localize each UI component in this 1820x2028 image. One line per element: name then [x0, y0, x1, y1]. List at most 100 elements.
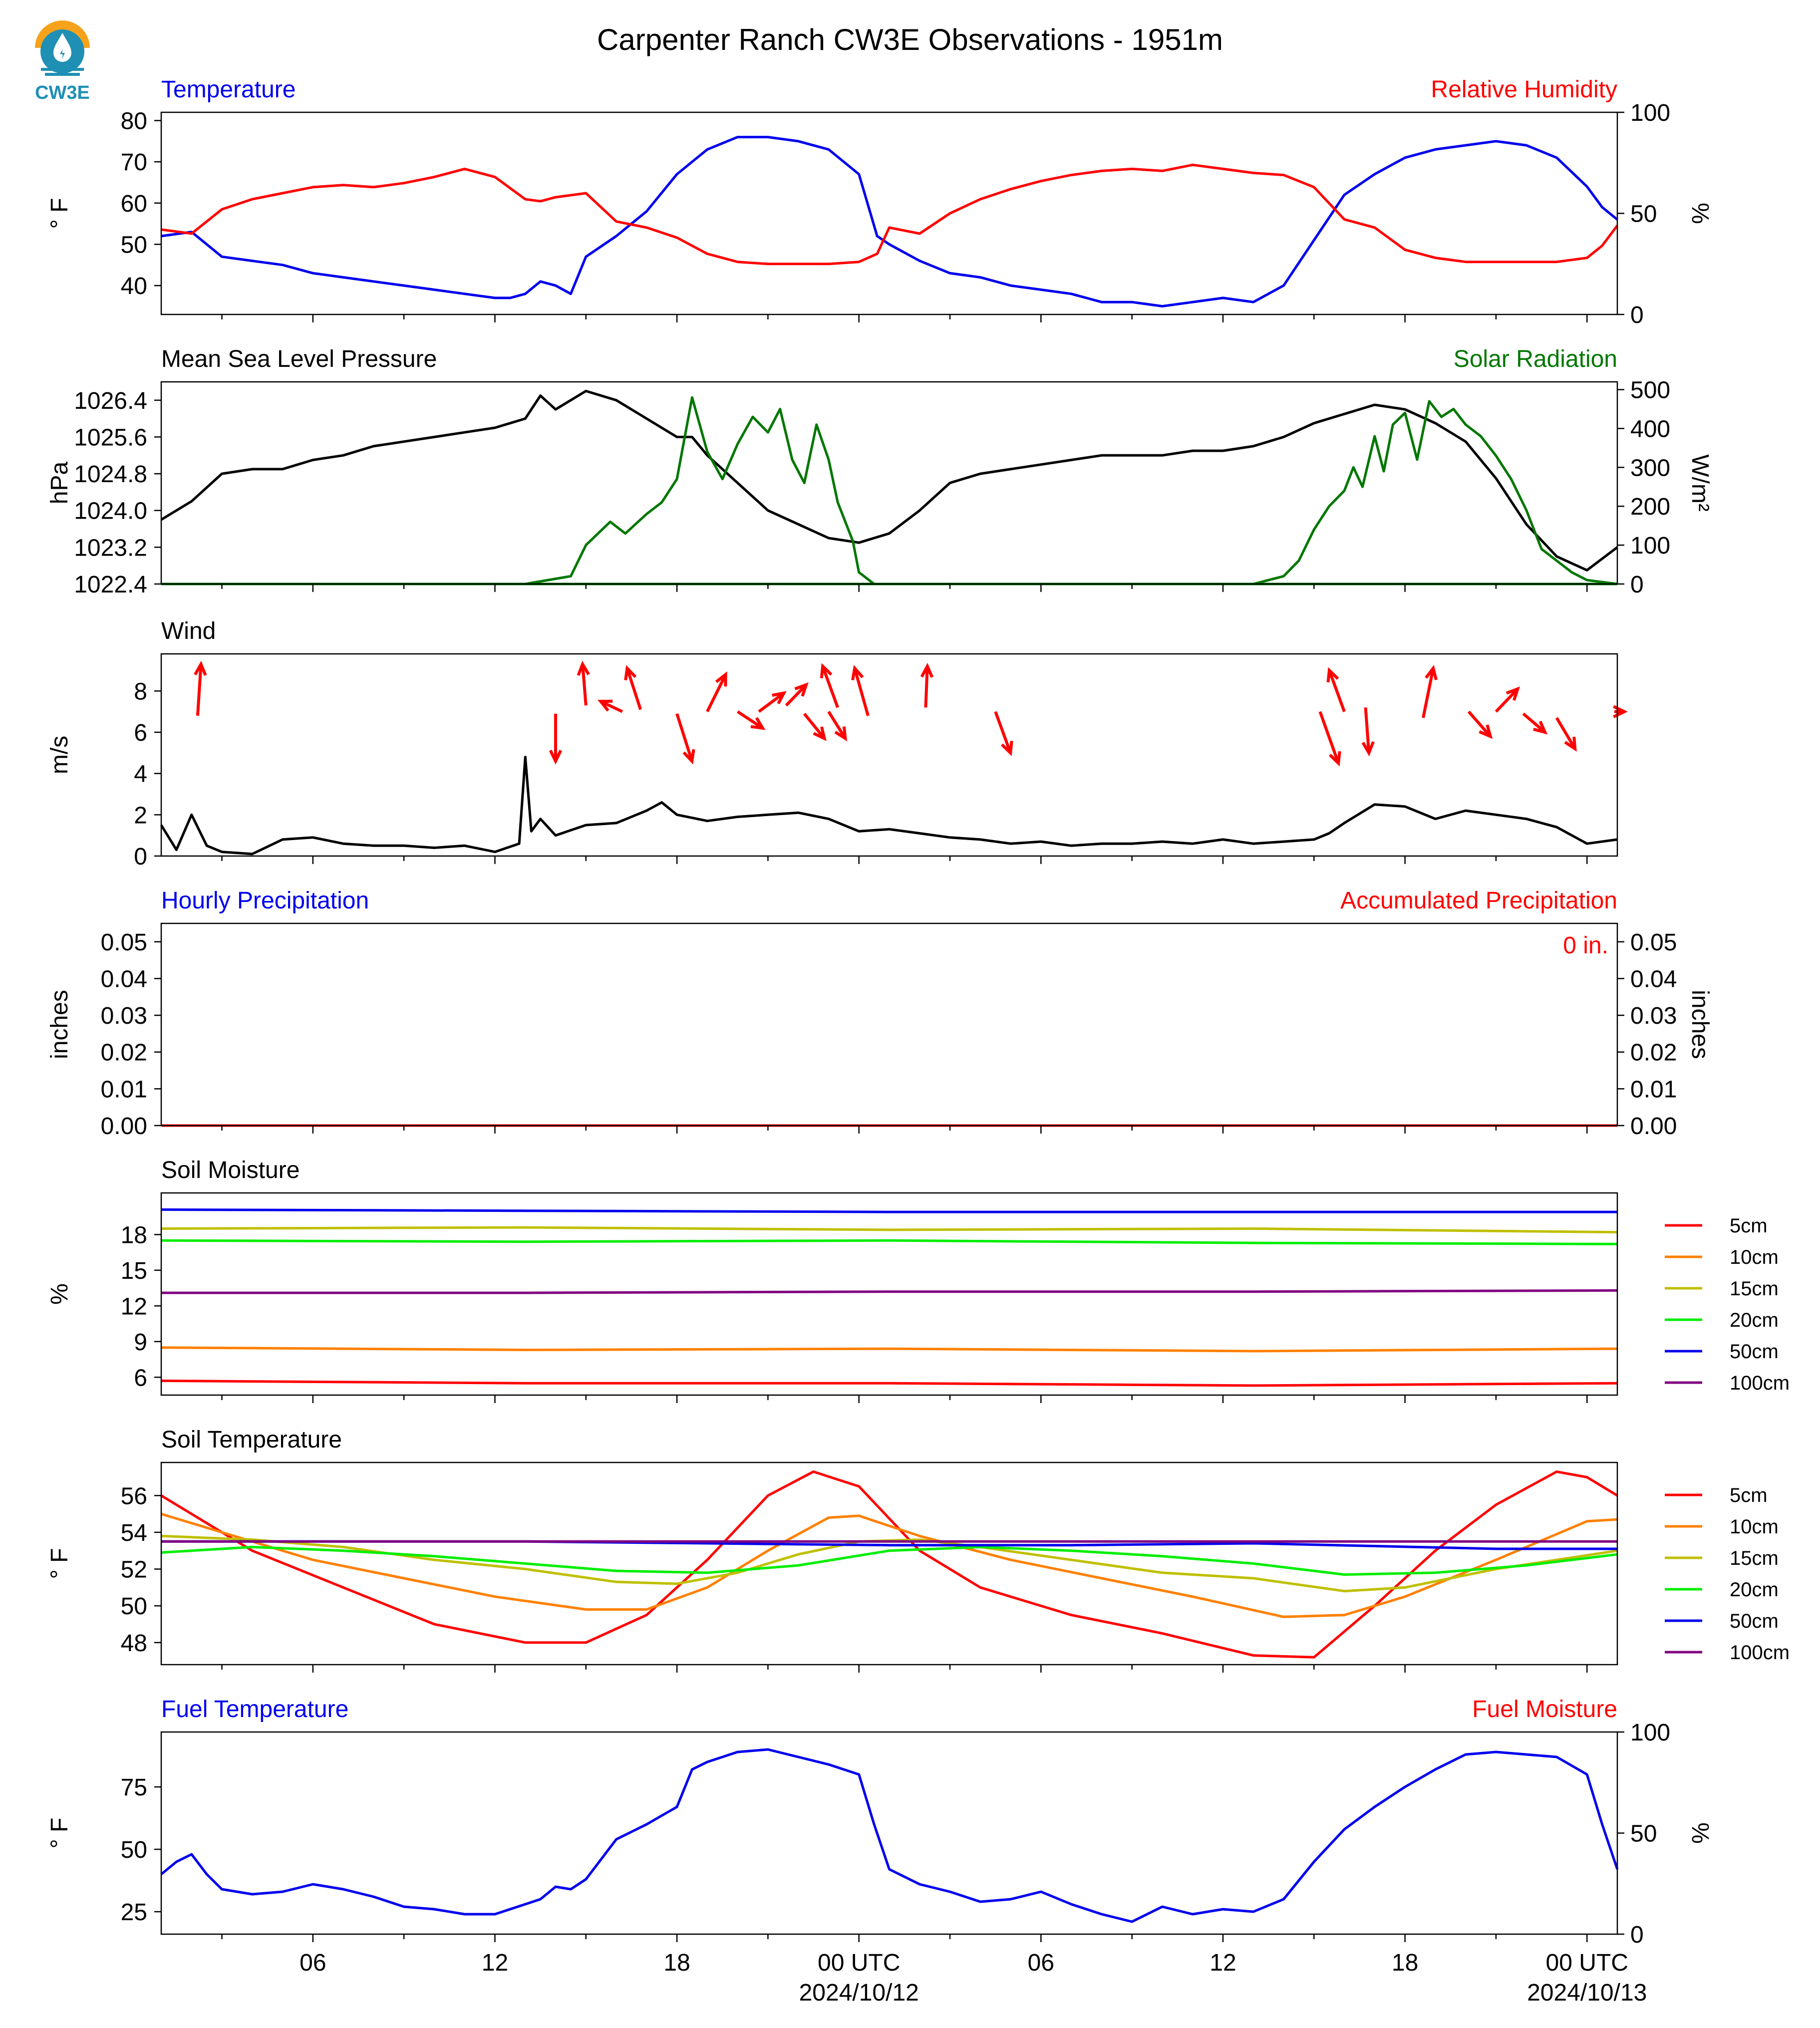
wind-arrow-head [1564, 736, 1577, 752]
figure-title: Carpenter Ranch CW3E Observations - 1951… [597, 23, 1223, 56]
y-tick-label-right: 0.01 [1630, 1076, 1677, 1103]
wind-arrow-shaft [924, 666, 929, 708]
y-tick-label: 60 [121, 191, 147, 217]
x-tick-label: 06 [1028, 1950, 1054, 1976]
y-tick-label-right: 0.05 [1630, 929, 1677, 956]
wind-arrow [827, 711, 848, 742]
panel-frame [160, 1192, 1618, 1396]
y-tick-label-right: 0.02 [1630, 1040, 1677, 1066]
y-axis-label: ° F [46, 1818, 73, 1849]
y-tick-label-right: 500 [1630, 377, 1670, 404]
wind-arrow-head [820, 663, 833, 678]
wind-arrow [994, 711, 1013, 756]
wind-arrow [706, 671, 727, 713]
y-tick-label: 18 [121, 1222, 147, 1248]
y-axis-label: m/s [46, 736, 73, 774]
panel-title-right: Solar Radiation [1454, 346, 1617, 372]
wind-arrow-head [1533, 720, 1548, 735]
y-tick-label-right: 0.00 [1630, 1113, 1677, 1140]
y-axis-label-right: inches [1687, 990, 1713, 1059]
wind-arrow [851, 665, 870, 716]
x-tick-label: 18 [663, 1950, 690, 1976]
wind-arrow-shaft [1328, 670, 1346, 712]
y-axis-label-right: W/m² [1687, 454, 1713, 512]
panel-title-left: Soil Temperature [161, 1427, 342, 1453]
wind-arrow-shaft [994, 711, 1012, 754]
series-speed [160, 756, 1618, 856]
y-tick-label: 0.02 [101, 1040, 147, 1066]
y-tick-label: 75 [121, 1774, 147, 1801]
legend-label: 10cm [1730, 1246, 1779, 1268]
wind-arrow-shaft [1364, 707, 1371, 753]
x-tick-label: 12 [482, 1950, 508, 1976]
y-tick-label: 50 [121, 1593, 147, 1620]
panel-title-left: Fuel Temperature [161, 1696, 348, 1723]
wind-arrow [1467, 710, 1493, 739]
y-tick-label: 1024.0 [74, 498, 147, 525]
wind-arrow-head [1506, 686, 1520, 701]
y-tick-label-right: 0.03 [1630, 1003, 1677, 1029]
wind-arrow-head [577, 660, 590, 676]
wind-arrow-shaft [600, 700, 623, 713]
x-tick-label: 00 UTC [818, 1950, 900, 1976]
legend-label: 50cm [1730, 1341, 1779, 1363]
y-tick-label: 0.01 [101, 1076, 147, 1103]
cw3e-logo-drop-icon [35, 20, 90, 76]
series-right-1-day2 [161, 400, 1618, 585]
wind-arrow-head [1000, 741, 1013, 756]
y-tick-label-right: 50 [1630, 1821, 1657, 1847]
wind-arrow [820, 663, 840, 708]
y-tick-label: 1023.2 [74, 535, 147, 561]
y-tick-label: 1024.8 [74, 461, 147, 488]
wind-arrow-head [624, 665, 637, 681]
wind-arrow [549, 713, 563, 765]
series-left-0 [160, 1748, 1619, 1923]
series-right-1 [161, 396, 1617, 585]
y-axis-label: inches [46, 990, 73, 1059]
accumulated-precip-label: 0 in. [1563, 932, 1608, 959]
series-10cm [161, 1346, 1618, 1353]
wind-arrow-shaft [1467, 710, 1492, 738]
wind-arrow-head [715, 671, 727, 687]
wind-arrow [785, 682, 809, 707]
panel-wind: Wind 0 2 4 6 8 m/s [46, 618, 1628, 870]
y-tick-label-right: 100 [1630, 100, 1670, 126]
series-right-1 [161, 163, 1618, 266]
y-tick-label: 1026.4 [74, 388, 147, 414]
series-left-0 [161, 136, 1618, 307]
wind-arrow-head [750, 717, 766, 730]
wind-arrow [1318, 711, 1341, 767]
y-tick-label: 50 [121, 232, 147, 258]
panel-frame [160, 1731, 1618, 1935]
series-15cm [161, 1226, 1618, 1234]
y-tick-label: 40 [121, 273, 147, 299]
panel-title-left: Hourly Precipitation [161, 887, 369, 914]
wind-arrow-head [772, 691, 787, 705]
panel-precipitation: Hourly Precipitation Accumulated Precipit… [46, 887, 1713, 1140]
wind-arrow-shaft [827, 711, 847, 740]
panel-title-left: Wind [161, 618, 216, 644]
y-axis-label: hPa [46, 461, 73, 504]
y-axis-label: ° F [46, 198, 73, 229]
wind-arrow [920, 662, 934, 708]
wind-arrow [624, 665, 642, 710]
y-tick-label: 54 [121, 1520, 147, 1546]
y-tick-label: 0.05 [101, 929, 147, 956]
legend-label: 20cm [1730, 1309, 1779, 1331]
y-tick-label: 8 [134, 678, 147, 705]
y-tick-label: 0 [134, 844, 147, 870]
panel-title-right: Relative Humidity [1431, 76, 1617, 103]
wind-arrow-head [1361, 741, 1375, 757]
y-tick-label: 56 [121, 1483, 147, 1509]
wind-arrow-head [834, 726, 848, 742]
wind-arrow [803, 712, 827, 741]
y-tick-label-right: 200 [1630, 494, 1670, 520]
y-tick-label: 48 [121, 1630, 147, 1657]
panel-frame [160, 1461, 1618, 1666]
panel-title-left: Mean Sea Level Pressure [161, 346, 437, 372]
wind-arrow-shaft [625, 668, 642, 710]
y-tick-label: 2 [134, 802, 147, 829]
panel-soil-moisture: Soil Moisture 6 9 12 15 18% 5cm 10cm 15cm 20cm 50c… [46, 1157, 1790, 1403]
y-tick-label: 9 [134, 1329, 147, 1356]
wind-arrow-shaft [1555, 717, 1576, 750]
